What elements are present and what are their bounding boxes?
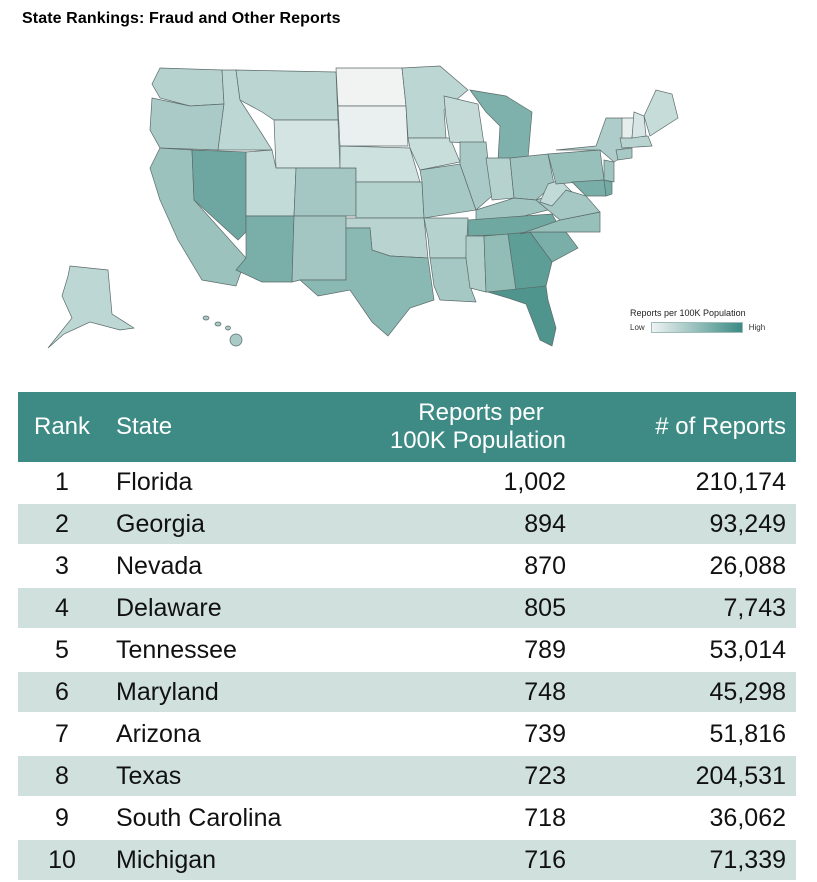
state-hawaii	[202, 315, 243, 347]
us-state-map	[47, 65, 679, 349]
state-minnesota	[401, 65, 469, 139]
state-new-mexico	[291, 215, 347, 283]
table-header-row: Rank State Reports per 100K Population #…	[18, 392, 796, 462]
table-row: 7 Arizona 739 51,816	[18, 713, 796, 755]
cell-rate: 718	[524, 803, 566, 832]
cell-rank: 5	[55, 635, 69, 664]
cell-rank: 10	[48, 845, 76, 874]
state-montana	[235, 69, 339, 121]
header-rate-line2: 100K Population	[389, 427, 566, 454]
cell-rank: 2	[55, 509, 69, 538]
cell-state: Texas	[116, 761, 182, 790]
cell-state: South Carolina	[116, 803, 282, 832]
cell-state: Arizona	[116, 719, 201, 748]
cell-rate: 1,002	[503, 467, 566, 496]
cell-rank: 7	[55, 719, 69, 748]
cell-count: 204,531	[695, 761, 786, 790]
table-row: 8 Texas 723 204,531	[18, 755, 796, 797]
cell-rate: 716	[524, 845, 566, 874]
cell-state: Georgia	[116, 509, 205, 538]
table-row: 2 Georgia 894 93,249	[18, 503, 796, 545]
state-wyoming	[273, 119, 341, 169]
state-missouri	[419, 163, 477, 219]
table-row: 6 Maryland 748 45,298	[18, 671, 796, 713]
header-rate-line1: Reports per	[418, 399, 544, 426]
table-body: 1 Florida 1,002 210,174 2 Georgia 894 93,249 3 Ne…	[18, 462, 796, 881]
state-wisconsin	[443, 95, 485, 145]
cell-state: Maryland	[116, 677, 219, 706]
cell-rank: 8	[55, 761, 69, 790]
cell-rate: 805	[524, 593, 566, 622]
cell-rate: 789	[524, 635, 566, 664]
table-row: 10 Michigan 716 71,339	[18, 839, 796, 881]
state-south-dakota	[337, 105, 409, 147]
chart-title: State Rankings: Fraud and Other Reports	[22, 10, 341, 27]
state-mississippi	[465, 235, 487, 293]
cell-count: 93,249	[709, 509, 786, 538]
cell-state: Nevada	[116, 551, 203, 580]
header-rate: Reports per 100K Population	[326, 392, 576, 462]
cell-count: 210,174	[695, 467, 786, 496]
state-arkansas	[423, 217, 469, 259]
cell-rate: 748	[524, 677, 566, 706]
legend-high-label: High	[748, 323, 766, 332]
header-count: # of Reports	[655, 413, 786, 440]
state-pennsylvania	[547, 149, 605, 185]
state-florida	[487, 285, 557, 347]
state-iowa	[407, 137, 461, 171]
state-kansas	[355, 181, 425, 219]
cell-rank: 9	[55, 803, 69, 832]
cell-rank: 1	[55, 467, 69, 496]
cell-count: 36,062	[709, 803, 786, 832]
state-new-jersey	[603, 159, 615, 183]
state-illinois	[459, 141, 493, 211]
cell-state: Delaware	[116, 593, 222, 622]
table-row: 9 South Carolina 718 36,062	[18, 797, 796, 839]
state-alaska	[47, 265, 135, 349]
legend-low-label: Low	[630, 323, 645, 332]
cell-count: 45,298	[709, 677, 786, 706]
cell-rate: 739	[524, 719, 566, 748]
cell-count: 51,816	[709, 719, 786, 748]
state-connecticut	[615, 147, 633, 161]
cell-rank: 3	[55, 551, 69, 580]
table-row: 1 Florida 1,002 210,174	[18, 462, 796, 503]
cell-state: Tennessee	[116, 635, 237, 664]
map-legend: Reports per 100K Population Low High	[630, 308, 800, 333]
cell-count: 53,014	[709, 635, 786, 664]
header-rank: Rank	[33, 413, 91, 440]
table-row: 5 Tennessee 789 53,014	[18, 629, 796, 671]
state-colorado	[293, 167, 357, 217]
table-row: 3 Nevada 870 26,088	[18, 545, 796, 587]
state-oregon	[149, 97, 225, 151]
state-new-hampshire	[631, 111, 647, 139]
table-row: 4 Delaware 805 7,743	[18, 587, 796, 629]
legend-title: Reports per 100K Population	[630, 308, 746, 318]
cell-rank: 4	[55, 593, 69, 622]
cell-count: 26,088	[709, 551, 786, 580]
state-texas	[299, 227, 435, 337]
rankings-table: Rank State Reports per 100K Population #…	[18, 392, 796, 882]
cell-state: Florida	[116, 467, 193, 496]
cell-count: 7,743	[723, 593, 786, 622]
legend-color-ramp	[650, 322, 743, 333]
header-state: State	[116, 413, 173, 440]
cell-rank: 6	[55, 677, 69, 706]
state-north-dakota	[335, 67, 407, 107]
state-maine	[643, 89, 679, 137]
state-nevada	[191, 149, 247, 241]
cell-rate: 894	[524, 509, 566, 538]
cell-state: Michigan	[116, 845, 217, 874]
cell-rate: 723	[524, 761, 566, 790]
cell-count: 71,339	[709, 845, 786, 874]
cell-rate: 870	[524, 551, 566, 580]
